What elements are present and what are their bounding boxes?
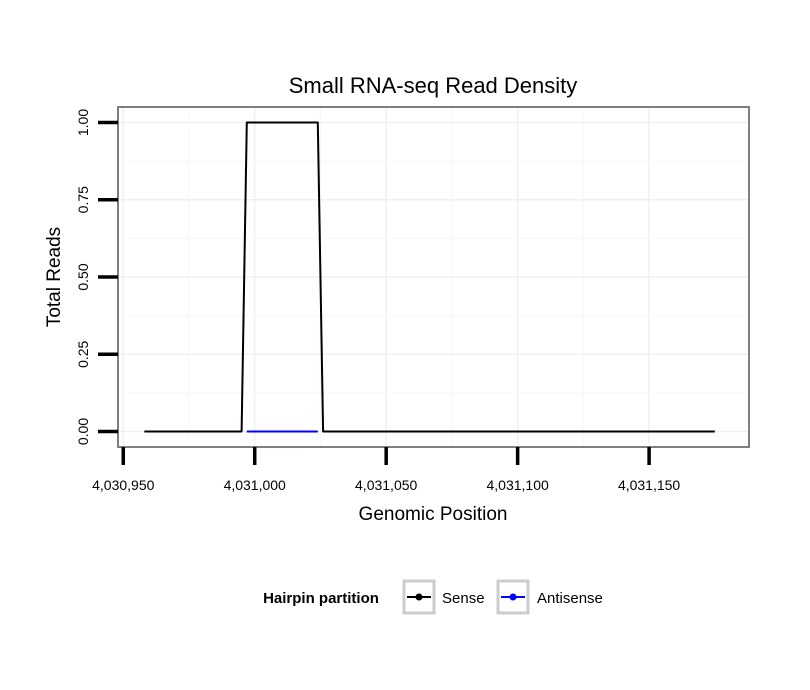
x-axis-title: Genomic Position [359, 504, 508, 525]
x-tick-label-3: 4,031,100 [486, 477, 548, 493]
x-tick-label-1: 4,031,000 [224, 477, 286, 493]
legend-item-sense: Sense [402, 579, 485, 615]
y-axis: 0.00 0.25 0.50 0.75 1.00 [75, 109, 118, 445]
series-layer [144, 121, 715, 433]
y-tick-label-3: 0.75 [75, 186, 91, 213]
legend-item-antisense: Antisense [496, 579, 603, 615]
chart-title: Small RNA-seq Read Density [289, 73, 578, 98]
x-tick-label-0: 4,030,950 [92, 477, 154, 493]
y-tick-label-0: 0.00 [75, 418, 91, 445]
y-tick-label-1: 0.25 [75, 340, 91, 367]
x-axis: 4,030,950 4,031,000 4,031,050 4,031,100 4,03… [92, 447, 680, 493]
y-tick-label-2: 0.50 [75, 263, 91, 290]
legend-label-antisense: Antisense [537, 590, 603, 607]
y-axis-title: Total Reads [44, 227, 65, 327]
series-line-sense [144, 121, 715, 433]
legend-label-sense: Sense [442, 590, 485, 607]
legend: Hairpin partition Sense Antisense [263, 579, 603, 615]
legend-title: Hairpin partition [263, 590, 379, 607]
x-tick-label-4: 4,031,150 [618, 477, 680, 493]
x-tick-label-2: 4,031,050 [355, 477, 417, 493]
y-tick-label-4: 1.00 [75, 109, 91, 136]
